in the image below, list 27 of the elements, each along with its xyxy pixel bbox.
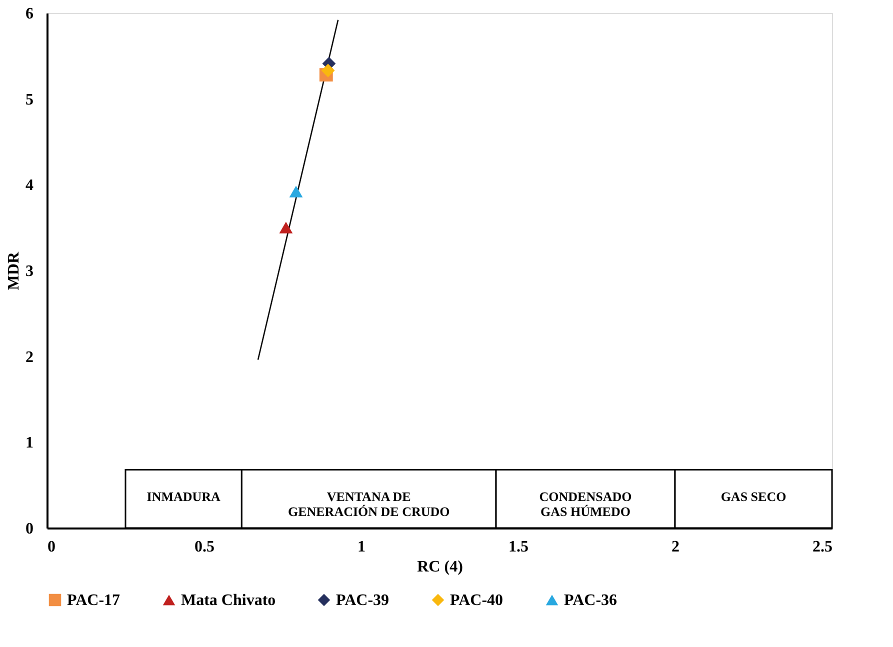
point xyxy=(289,186,303,198)
x-tick-label: 1 xyxy=(358,538,366,556)
y-tick-label: 3 xyxy=(26,263,34,280)
y-tick-label: 4 xyxy=(26,177,34,194)
x-tick-label: 2.5 xyxy=(812,538,832,556)
x-tick-label: 2 xyxy=(672,538,680,556)
band-label: VENTANA DE GENERACIÓN DE CRUDO xyxy=(288,489,450,520)
legend-label: Mata Chivato xyxy=(181,592,276,609)
legend-label: PAC-17 xyxy=(67,592,120,609)
x-tick-label: 0 xyxy=(48,538,56,556)
point xyxy=(279,222,293,234)
y-tick-label: 5 xyxy=(26,91,34,108)
band-label: INMADURA xyxy=(146,489,222,504)
legend-label: PAC-40 xyxy=(450,592,504,609)
y-tick-label: 0 xyxy=(26,520,34,538)
legend-label: PAC-36 xyxy=(564,592,618,609)
y-axis-title: MDR xyxy=(6,251,22,290)
x-tick-label: 1.5 xyxy=(508,538,528,556)
y-tick-label: 2 xyxy=(26,348,34,366)
y-tick-label: 6 xyxy=(26,6,34,22)
point xyxy=(321,64,335,78)
x-axis-title: RC (4) xyxy=(417,558,463,576)
x-tick-label: 0.5 xyxy=(194,538,214,556)
y-tick-label: 1 xyxy=(26,434,34,452)
band-label: CONDENSADO GAS HÚMEDO xyxy=(539,489,632,520)
band-label: GAS SECO xyxy=(720,489,786,504)
legend-label: PAC-39 xyxy=(336,592,390,609)
